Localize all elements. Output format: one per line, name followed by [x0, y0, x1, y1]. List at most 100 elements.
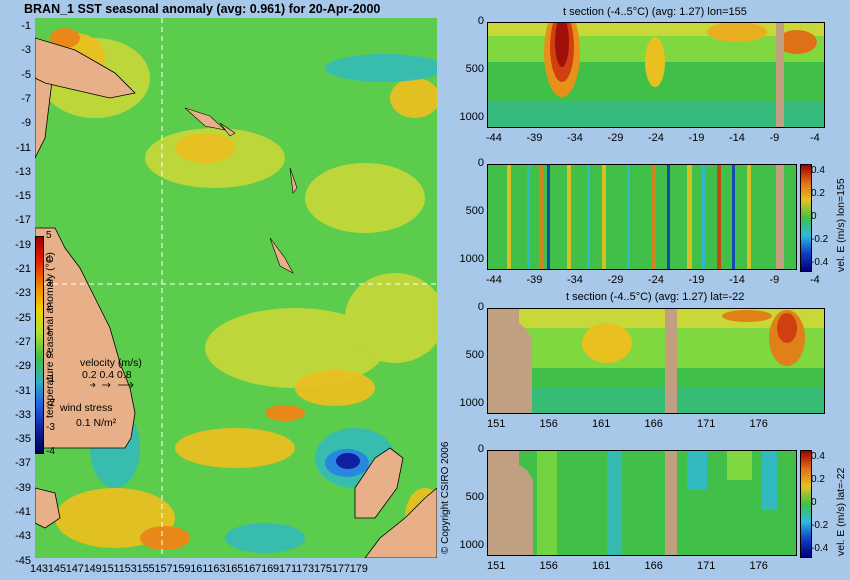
- vel-colorbar-lat: [800, 450, 812, 558]
- x-axis-tick: -9: [769, 132, 780, 144]
- sst-colorbar-tick: -4: [46, 446, 55, 457]
- depth-tick: 0: [477, 301, 484, 313]
- map-lon-axis: 1431451471491511531551571591611631651671…: [30, 563, 368, 575]
- vel-colorbar-tick: -0.4: [811, 543, 829, 554]
- map-lat-tick: -43: [15, 530, 31, 543]
- sst-colorbar-tick: 0: [46, 350, 52, 361]
- map-field: [35, 18, 437, 558]
- x-axis-tick: -24: [648, 132, 664, 144]
- map-lat-tick: -39: [15, 481, 31, 494]
- sst-anomaly-map: [35, 18, 437, 558]
- map-lat-tick: -25: [15, 311, 31, 324]
- sst-colorbar-tick: 1: [46, 326, 52, 337]
- wind-legend-value: 0.1 N/m²: [76, 417, 117, 429]
- t-section-lat-panel: [487, 308, 825, 414]
- x-axis-tick: -34: [567, 132, 583, 144]
- vel-colorbar-tick: 0.2: [811, 474, 825, 485]
- sst-colorbar: [35, 236, 44, 454]
- vel-label-lat: vel. E (m/s) lat=-22: [835, 467, 847, 556]
- vel-colorbar-lon: [800, 164, 812, 272]
- x-axis-tick: -29: [607, 132, 624, 144]
- depth-tick: 1000: [459, 253, 484, 265]
- sst-colorbar-tick: -2: [46, 398, 55, 409]
- x-axis-tick: -19: [688, 132, 705, 144]
- x-axis-tick: -4: [810, 274, 820, 286]
- x-axis-tick: -39: [526, 274, 543, 286]
- x-axis-tick: 176: [749, 560, 768, 572]
- vel-label-lon: vel. E (m/s) lon=155: [835, 178, 847, 272]
- x-axis-tick: 156: [539, 418, 558, 430]
- sst-colorbar-tick: 2: [46, 302, 52, 313]
- map-lat-tick: -9: [21, 117, 31, 130]
- sst-colorbar-tick: 3: [46, 278, 52, 289]
- depth-tick: 0: [477, 157, 484, 169]
- x-axis-tick: 166: [644, 418, 663, 430]
- map-lat-tick: -19: [15, 238, 31, 251]
- depth-tick: 0: [477, 15, 484, 27]
- map-lat-tick: -45: [15, 554, 31, 567]
- velocity-arrows: [90, 381, 134, 389]
- vel-colorbar-tick: 0.4: [811, 165, 825, 176]
- x-axis-tick: -4: [810, 132, 820, 144]
- x-axis-tick: 156: [539, 560, 558, 572]
- map-lat-tick: -35: [15, 433, 31, 446]
- x-axis-tick: -19: [688, 274, 705, 286]
- sst-colorbar-tick: 4: [46, 254, 52, 265]
- x-axis-tick: 176: [749, 418, 768, 430]
- x-axis-tick: 151: [487, 418, 506, 430]
- vel-colorbar-tick: 0.4: [811, 451, 825, 462]
- map-lat-tick: -37: [15, 457, 31, 470]
- x-axis-tick: -44: [486, 132, 502, 144]
- depth-tick: 0: [477, 443, 484, 455]
- map-lat-tick: -23: [15, 287, 31, 300]
- velocity-legend-values: 0.2 0.4 0.8: [82, 369, 132, 381]
- map-lat-tick: -41: [15, 506, 31, 518]
- depth-tick: 500: [465, 491, 484, 503]
- vel-colorbar-tick: 0: [811, 497, 817, 508]
- wind-legend-label: wind stress: [60, 402, 113, 414]
- map-lat-tick: -13: [15, 165, 31, 178]
- x-axis-tick: 171: [697, 560, 716, 572]
- x-axis-tick: 171: [697, 418, 716, 430]
- vel-colorbar-tick: -0.4: [811, 257, 829, 268]
- x-axis-tick: -14: [729, 274, 745, 286]
- map-lat-tick: -33: [15, 408, 31, 421]
- depth-tick: 1000: [459, 397, 484, 409]
- map-lat-tick: -21: [15, 263, 31, 275]
- x-axis-tick: -29: [607, 274, 624, 286]
- sst-colorbar-label: temperature seasonal anomaly (°C): [44, 252, 56, 418]
- depth-tick: 500: [465, 349, 484, 361]
- x-axis-tick: -14: [729, 132, 745, 144]
- map-lat-tick: -3: [21, 44, 31, 57]
- map-lat-tick: -15: [15, 190, 31, 203]
- map-lat-tick: -11: [15, 141, 31, 154]
- map-lat-tick: -7: [21, 92, 31, 105]
- x-axis-tick: -39: [526, 132, 543, 144]
- lon-section-title: t section (-4..5°C) (avg: 1.27) lon=155: [563, 6, 747, 18]
- depth-tick: 1000: [459, 111, 484, 123]
- x-axis-tick: -34: [567, 274, 583, 286]
- map-title: BRAN_1 SST seasonal anomaly (avg: 0.961)…: [24, 2, 381, 16]
- vel-colorbar-tick: -0.2: [811, 234, 829, 245]
- x-axis-tick: 166: [644, 560, 663, 572]
- depth-tick: 500: [465, 63, 484, 75]
- x-axis-tick: 151: [487, 560, 506, 572]
- x-axis-tick: 161: [592, 418, 611, 430]
- x-axis-tick: -24: [648, 274, 664, 286]
- vel-section-lat-panel: [487, 450, 797, 556]
- velocity-legend-label: velocity (m/s): [80, 357, 142, 369]
- depth-tick: 500: [465, 205, 484, 217]
- depth-tick: 1000: [459, 539, 484, 551]
- t-section-lon-panel: [487, 22, 825, 128]
- vel-section-lon-panel: [487, 164, 797, 270]
- vel-colorbar-tick: -0.2: [811, 520, 829, 531]
- lat-section-title: t section (-4..5°C) (avg: 1.27) lat=-22: [566, 291, 745, 303]
- x-axis-tick: -44: [486, 274, 502, 286]
- x-axis-tick: -9: [769, 274, 780, 286]
- map-lat-tick: -17: [15, 214, 31, 227]
- map-lat-tick: -5: [21, 68, 31, 81]
- map-lat-tick: -29: [15, 360, 31, 373]
- vel-colorbar-tick: 0.2: [811, 188, 825, 199]
- map-lat-tick: -27: [15, 335, 31, 348]
- map-lat-tick: -1: [21, 20, 31, 32]
